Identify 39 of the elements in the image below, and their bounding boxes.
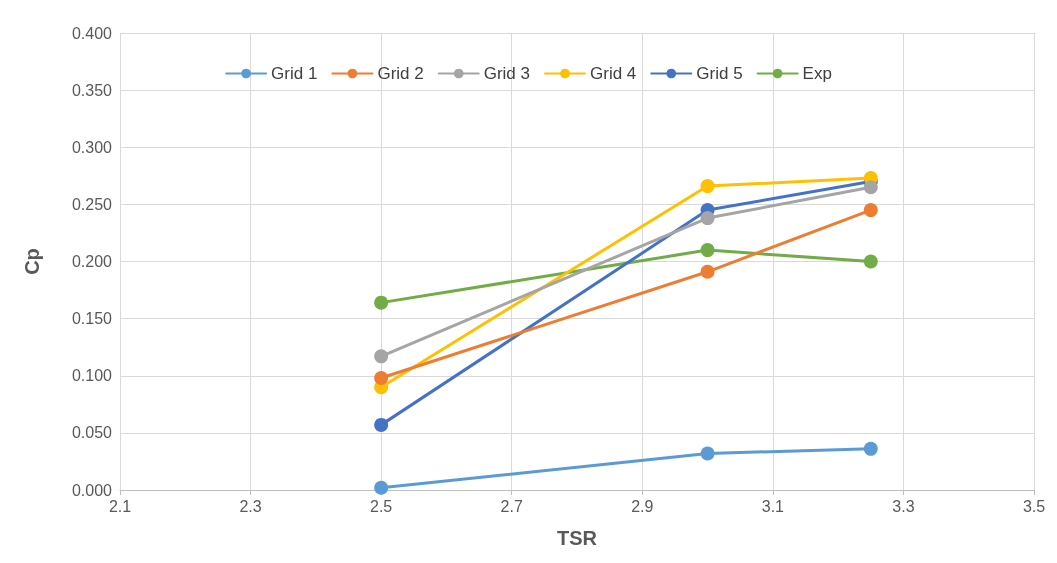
x-tick-label: 3.3 — [892, 497, 915, 515]
x-axis-title: TSR — [557, 527, 598, 549]
point — [374, 417, 389, 432]
y-tick-label: 0.100 — [71, 367, 113, 385]
point — [863, 441, 878, 456]
x-tick-label: 2.7 — [500, 497, 523, 515]
point — [700, 243, 715, 258]
y-tick-label: 0.350 — [71, 81, 113, 99]
y-tick-label: 0.250 — [71, 195, 113, 213]
point — [700, 211, 715, 226]
y-tick-label: 0.050 — [71, 424, 113, 442]
point — [700, 179, 715, 194]
y-axis-title: Cp — [21, 248, 43, 275]
legend-label: Grid 2 — [377, 64, 424, 83]
x-tick-label: 2.9 — [631, 497, 654, 515]
y-tick-label: 0.400 — [71, 24, 113, 42]
legend-label: Grid 4 — [590, 64, 637, 83]
point — [700, 264, 715, 279]
point — [374, 349, 389, 364]
x-tick-label: 2.3 — [239, 497, 262, 515]
legend-label: Grid 5 — [696, 64, 743, 83]
y-tick-label: 0.000 — [71, 481, 113, 499]
point — [863, 254, 878, 269]
x-tick-label: 2.1 — [108, 497, 132, 515]
y-tick-label: 0.200 — [71, 253, 113, 270]
x-tick-label: 3.1 — [761, 497, 785, 515]
legend-label: Exp — [802, 64, 832, 83]
y-tick-label: 0.300 — [71, 138, 113, 156]
point — [374, 295, 389, 310]
point — [863, 180, 878, 195]
point — [374, 371, 389, 386]
legend-label: Grid 3 — [483, 64, 530, 83]
point — [863, 203, 878, 218]
y-tick-label: 0.150 — [71, 310, 113, 328]
x-tick-label: 2.5 — [370, 497, 393, 515]
x-tick-label: 3.5 — [1022, 497, 1046, 515]
point — [374, 480, 389, 495]
legend-label: Grid 1 — [271, 64, 318, 83]
point — [700, 446, 715, 461]
